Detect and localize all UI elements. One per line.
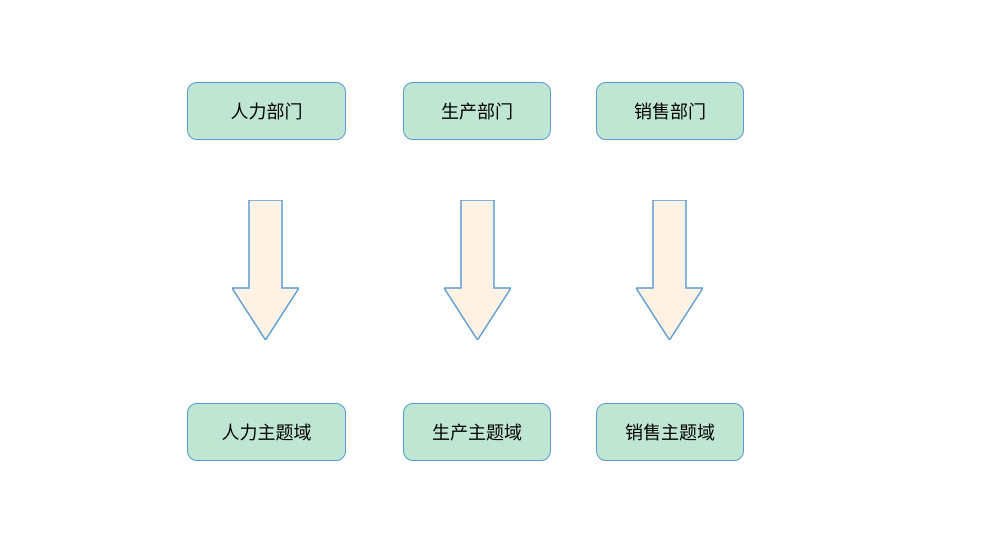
node-label: 生产部门: [441, 98, 513, 124]
node-dept-hr: 人力部门: [187, 82, 346, 140]
node-label: 销售主题域: [625, 419, 715, 445]
diagram-container: 人力部门 生产部门 销售部门 人力主题域 生产主题域 销售主题域: [0, 0, 997, 559]
node-domain-sales: 销售主题域: [596, 403, 744, 461]
node-domain-prod: 生产主题域: [403, 403, 551, 461]
node-dept-sales: 销售部门: [596, 82, 744, 140]
arrow-down-icon: [444, 200, 511, 340]
node-label: 生产主题域: [432, 419, 522, 445]
node-dept-prod: 生产部门: [403, 82, 551, 140]
arrow-down-icon: [636, 200, 703, 340]
arrow-down-icon: [232, 200, 299, 340]
node-label: 人力部门: [231, 98, 303, 124]
node-label: 销售部门: [634, 98, 706, 124]
node-label: 人力主题域: [222, 419, 312, 445]
node-domain-hr: 人力主题域: [187, 403, 346, 461]
